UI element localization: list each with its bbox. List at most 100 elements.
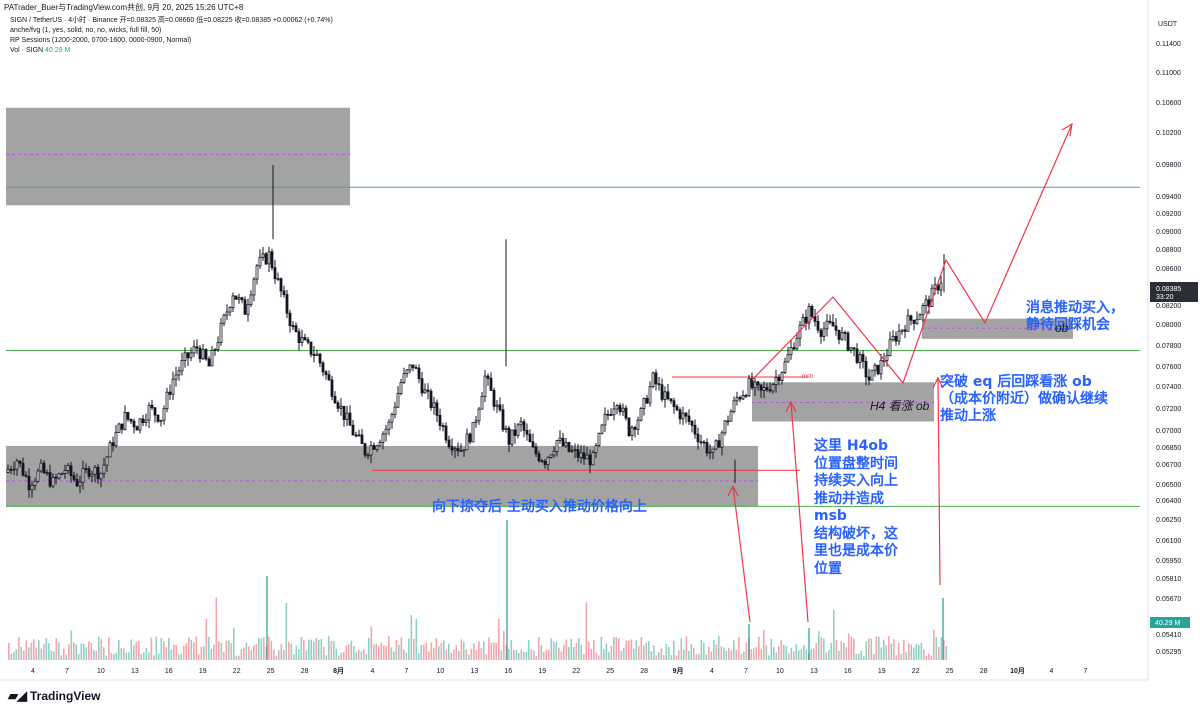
x-tick-label: 4 <box>1050 668 1054 675</box>
volume-bar <box>475 650 478 660</box>
candle-body <box>441 425 445 428</box>
volume-bar <box>603 649 605 660</box>
volume-bar <box>153 655 155 660</box>
volume-legend[interactable]: Vol · SIGN 40.29 M <box>10 46 70 55</box>
fvg-indicator-legend[interactable]: anche/fvg (1, yes, solid, no, no, wicks,… <box>10 27 162 34</box>
volume-bar <box>338 655 340 660</box>
y-tick-label: 0.06700 <box>1156 462 1181 469</box>
candle-body <box>411 364 415 368</box>
volume-bar <box>215 597 218 660</box>
tradingview-logo[interactable]: ▰◢ TradingView <box>8 688 100 704</box>
volume-bar <box>720 646 723 660</box>
volume-bar <box>160 637 163 660</box>
candle-body <box>204 349 208 360</box>
candle-body <box>582 452 586 460</box>
x-tick-label: 16 <box>844 668 852 675</box>
volume-bar <box>223 651 225 660</box>
candle-body <box>213 349 217 351</box>
volume-bar <box>630 639 633 660</box>
volume-bar <box>618 638 620 660</box>
ob-zone <box>922 318 1073 339</box>
volume-bar <box>668 646 670 660</box>
candle-body <box>711 448 715 453</box>
volume-bar <box>70 630 73 660</box>
candle-body <box>81 468 85 483</box>
volume-bar <box>233 627 235 660</box>
candle-body <box>771 384 775 392</box>
volume-bar <box>20 646 23 660</box>
candle-body <box>456 448 460 452</box>
volume-bar <box>448 643 450 660</box>
volume-bar <box>863 655 865 660</box>
candle-body <box>837 329 841 340</box>
volume-bar <box>893 639 895 660</box>
volume-bar <box>503 630 505 660</box>
candle-body <box>453 448 457 451</box>
candle-body <box>423 389 427 394</box>
candle-body <box>180 360 184 372</box>
candle-body <box>672 400 676 407</box>
h4ob-line: 里也是成本价 <box>814 543 898 559</box>
volume-bar <box>38 640 40 660</box>
candle-body <box>897 330 901 342</box>
candle-body <box>324 371 328 376</box>
candle-body <box>231 295 235 309</box>
x-tick-label: 9月 <box>673 667 684 675</box>
volume-bar <box>63 648 65 660</box>
candle-body <box>615 405 619 410</box>
volume-bar <box>665 643 668 660</box>
candle-body <box>753 381 757 389</box>
volume-legend-label: Vol · SIGN <box>10 47 44 54</box>
volume-bar <box>175 645 178 660</box>
volume-bar <box>465 649 468 660</box>
symbol-legend[interactable]: SIGN / TetherUS · 4小时 · Binance 开=0.0832… <box>10 17 333 24</box>
x-tick-label: 13 <box>810 668 818 675</box>
y-tick-label: 0.07400 <box>1156 384 1181 391</box>
candle-body <box>579 452 583 458</box>
candle-body <box>918 314 922 320</box>
volume-bar <box>515 650 518 660</box>
volume-bar <box>565 639 568 660</box>
volume-bar <box>838 650 840 660</box>
candle-body <box>66 465 70 471</box>
volume-bar <box>35 647 38 660</box>
candle-body <box>360 434 364 445</box>
volume-bar <box>353 645 355 660</box>
candle-body <box>303 337 307 341</box>
volume-bar <box>48 643 50 660</box>
candle-body <box>276 278 280 281</box>
volume-bar <box>945 646 948 660</box>
volume-bar <box>28 647 30 660</box>
volume-bar <box>918 644 920 660</box>
projection-arrowhead <box>1061 122 1073 137</box>
volume-bar <box>285 602 288 660</box>
volume-bar <box>388 636 390 660</box>
volume-bar <box>760 649 763 660</box>
candle-body <box>648 386 652 404</box>
volume-bar <box>200 646 203 660</box>
sessions-indicator-legend[interactable]: RP Sessions (1200-2000, 0700-1600, 0000-… <box>10 37 192 44</box>
volume-bar <box>588 642 590 660</box>
volume-bar <box>478 641 480 660</box>
volume-bar <box>570 638 573 660</box>
volume-bar <box>763 629 765 660</box>
volume-bar <box>405 652 408 660</box>
candle-body <box>912 319 916 324</box>
candle-body <box>264 253 268 265</box>
volume-bar <box>650 651 653 660</box>
candle-body <box>267 251 271 265</box>
volume-bar <box>843 642 845 660</box>
candle-body <box>21 462 25 476</box>
candle-body <box>537 453 541 462</box>
candle-body <box>186 352 190 359</box>
x-tick-label: 10月 <box>1010 667 1025 675</box>
volume-bar <box>433 647 435 660</box>
candle-body <box>477 408 481 422</box>
volume-bar <box>425 642 428 660</box>
candle-body <box>51 476 55 487</box>
h4ob-line: 结构破坏，这 <box>814 525 898 542</box>
volume-bar <box>50 650 53 660</box>
volume-bar <box>938 646 940 660</box>
volume-bar <box>900 653 903 660</box>
